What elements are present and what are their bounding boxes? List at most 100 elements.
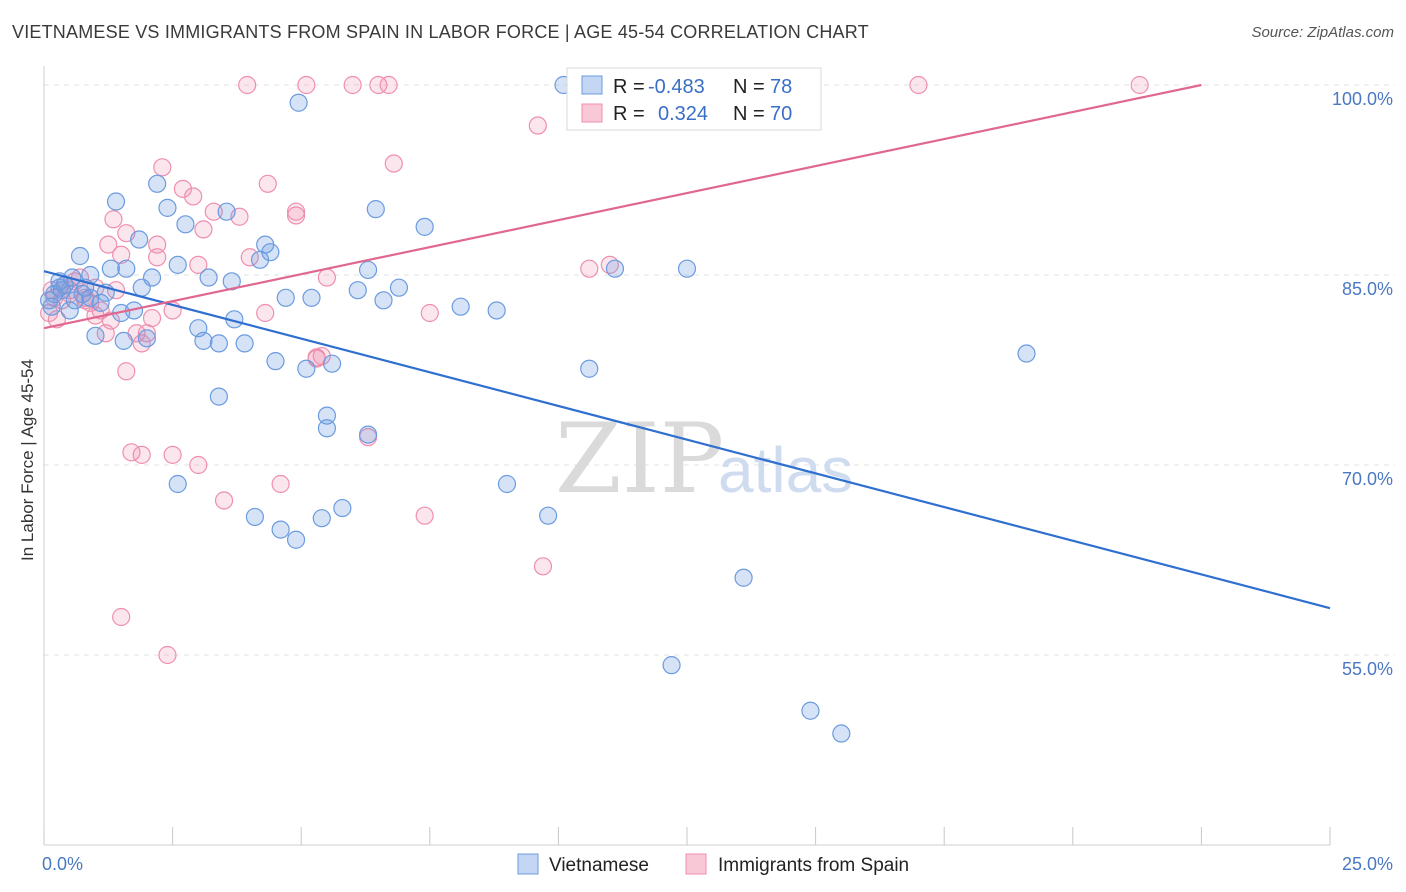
spain-point	[415, 506, 434, 525]
vietnamese-point	[209, 387, 228, 406]
vietnamese-point	[497, 474, 517, 494]
spain-point	[132, 445, 151, 464]
vietnamese-point	[60, 301, 79, 320]
vietnamese-point	[415, 217, 434, 236]
series-legend: Vietnamese Immigrants from Spain	[517, 853, 909, 876]
spain-point	[189, 255, 208, 274]
vietnamese-point	[832, 724, 851, 743]
vietnamese-point	[168, 474, 187, 494]
vietnamese-point	[117, 259, 136, 278]
vietnamese-point	[366, 200, 385, 219]
vietnamese-point	[312, 509, 331, 528]
spain-point	[286, 206, 306, 225]
spain-point	[271, 474, 290, 494]
y-axis-title: In Labor Force | Age 45-54	[18, 359, 37, 561]
spain-point	[101, 311, 120, 330]
vietnamese-point	[199, 268, 218, 287]
spain-point	[297, 75, 316, 95]
x-tick-label: 0.0%	[42, 854, 83, 874]
vietnamese-point	[734, 568, 753, 587]
vietnamese-point	[317, 419, 337, 438]
spain-point	[117, 362, 136, 381]
vietnamese-point	[539, 506, 558, 525]
spain-point	[909, 75, 928, 95]
correlation-legend: R = -0.483 N = 78 R = 0.324 N = 70	[566, 67, 822, 131]
spain-point	[307, 348, 326, 367]
vietnamese-point	[81, 288, 100, 307]
vietnamese-point	[358, 260, 378, 280]
vietnamese-point	[148, 174, 167, 193]
spain-point	[238, 75, 257, 95]
vietnamese-point	[50, 278, 69, 297]
vietnamese-point	[286, 530, 306, 549]
vietnamese-point	[317, 406, 337, 425]
legend-r-label-spain: R =	[613, 103, 645, 125]
spain-point	[1130, 75, 1149, 95]
vietnamese-point	[217, 202, 236, 221]
spain-point	[528, 116, 547, 135]
spain-point	[317, 268, 337, 287]
spain-point	[153, 158, 172, 177]
vietnamese-point	[261, 243, 280, 262]
spain-point	[343, 75, 362, 95]
legend-box	[566, 67, 822, 131]
vietnamese-point	[101, 259, 120, 278]
bottom-legend-label-spain: Immigrants from Spain	[718, 855, 909, 876]
vietnamese-point	[168, 255, 187, 274]
vietnamese-points	[40, 75, 1036, 743]
legend-swatch-vietnamese	[581, 75, 603, 95]
vietnamese-point	[322, 354, 342, 373]
y-tick-label: 100.0%	[1332, 89, 1393, 109]
legend-n-value-vietnamese: 78	[770, 76, 792, 98]
vietnamese-point	[266, 352, 285, 371]
vietnamese-point	[209, 334, 228, 353]
spain-point	[258, 174, 277, 193]
tick-labels: 55.0% 70.0% 85.0% 100.0% 0.0% 25.0%	[42, 89, 1393, 874]
spain-point	[204, 202, 223, 221]
grid-lines	[44, 84, 1395, 656]
spain-point	[184, 187, 203, 206]
spain-point	[142, 308, 162, 328]
vietnamese-point	[130, 230, 149, 249]
spain-point	[158, 645, 177, 665]
spain-point	[112, 607, 131, 627]
vietnamese-point	[276, 288, 295, 307]
vietnamese-point	[70, 246, 90, 266]
spain-point	[214, 491, 234, 510]
vietnamese-point	[1017, 344, 1036, 363]
vietnamese-point	[801, 701, 820, 720]
legend-swatch-spain	[581, 103, 603, 123]
vietnamese-point	[677, 259, 697, 278]
spain-point	[379, 75, 398, 95]
vietnamese-point	[176, 215, 195, 234]
vietnamese-trend-line	[43, 270, 1331, 610]
vietnamese-point	[451, 297, 470, 316]
vietnamese-point	[348, 281, 367, 300]
vietnamese-point	[333, 498, 352, 518]
y-tick-label: 55.0%	[1342, 659, 1393, 679]
legend-n-value-spain: 70	[770, 103, 792, 125]
spain-point	[148, 235, 167, 254]
trend-lines	[43, 83, 1331, 610]
chart-title: VIETNAMESE VS IMMIGRANTS FROM SPAIN IN L…	[12, 22, 869, 42]
vietnamese-point	[662, 656, 681, 675]
spain-point	[420, 303, 439, 323]
spain-point	[286, 202, 306, 221]
vietnamese-point	[605, 259, 625, 278]
watermark-atlas: atlas	[718, 434, 853, 506]
spain-point	[99, 235, 118, 254]
y-tick-label: 85.0%	[1342, 279, 1393, 299]
spain-point	[112, 245, 131, 264]
vietnamese-point	[245, 507, 265, 527]
spain-point	[384, 154, 403, 173]
spain-point	[132, 334, 151, 353]
legend-n-label-spain: N =	[733, 103, 765, 125]
spain-point	[256, 303, 275, 323]
source-credit: Source: ZipAtlas.com	[1251, 24, 1394, 41]
spain-points	[40, 75, 1149, 665]
vietnamese-point	[235, 334, 254, 353]
spain-point	[163, 445, 182, 464]
vietnamese-point	[297, 359, 316, 378]
axes	[43, 66, 1331, 846]
